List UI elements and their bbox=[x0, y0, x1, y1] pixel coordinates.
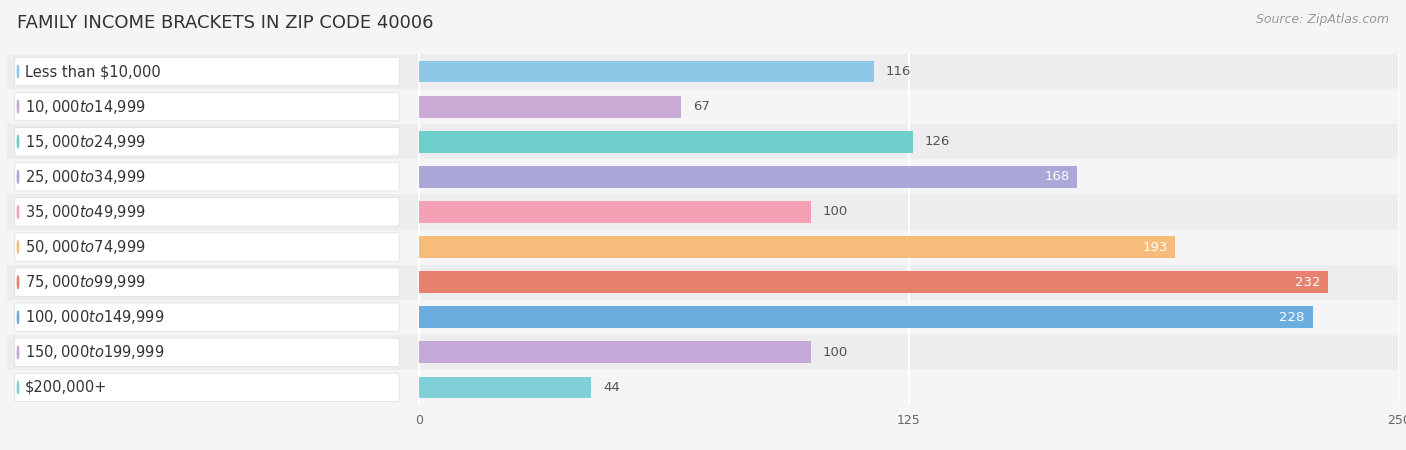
Text: Less than $10,000: Less than $10,000 bbox=[25, 64, 160, 79]
Circle shape bbox=[17, 135, 18, 148]
Text: $200,000+: $200,000+ bbox=[25, 380, 107, 395]
Bar bbox=[7, 300, 1399, 335]
Bar bbox=[419, 201, 811, 223]
Circle shape bbox=[17, 65, 18, 78]
Bar bbox=[7, 265, 1399, 300]
Bar bbox=[7, 159, 1399, 194]
Bar bbox=[419, 166, 1077, 188]
Bar bbox=[419, 96, 682, 117]
Circle shape bbox=[17, 346, 18, 359]
Bar bbox=[7, 370, 1399, 405]
Text: Source: ZipAtlas.com: Source: ZipAtlas.com bbox=[1256, 14, 1389, 27]
FancyBboxPatch shape bbox=[15, 198, 399, 226]
Circle shape bbox=[17, 171, 18, 183]
Bar bbox=[7, 230, 1399, 265]
FancyBboxPatch shape bbox=[15, 127, 399, 156]
Circle shape bbox=[17, 311, 18, 324]
Text: FAMILY INCOME BRACKETS IN ZIP CODE 40006: FAMILY INCOME BRACKETS IN ZIP CODE 40006 bbox=[17, 14, 433, 32]
Text: 126: 126 bbox=[925, 135, 950, 148]
Bar bbox=[419, 342, 811, 363]
Text: 100: 100 bbox=[823, 346, 848, 359]
Bar bbox=[7, 89, 1399, 124]
FancyBboxPatch shape bbox=[15, 92, 399, 121]
Text: $15,000 to $24,999: $15,000 to $24,999 bbox=[25, 133, 145, 151]
Text: 100: 100 bbox=[823, 206, 848, 218]
FancyBboxPatch shape bbox=[15, 233, 399, 261]
Bar bbox=[7, 335, 1399, 370]
Circle shape bbox=[17, 381, 18, 394]
Bar bbox=[419, 236, 1175, 258]
Text: $75,000 to $99,999: $75,000 to $99,999 bbox=[25, 273, 145, 291]
Text: 168: 168 bbox=[1045, 171, 1070, 183]
Bar bbox=[419, 377, 592, 398]
Circle shape bbox=[17, 241, 18, 253]
FancyBboxPatch shape bbox=[15, 57, 399, 86]
Bar bbox=[7, 194, 1399, 230]
Text: 67: 67 bbox=[693, 100, 710, 113]
Text: $35,000 to $49,999: $35,000 to $49,999 bbox=[25, 203, 145, 221]
FancyBboxPatch shape bbox=[15, 268, 399, 297]
Text: $25,000 to $34,999: $25,000 to $34,999 bbox=[25, 168, 145, 186]
Bar bbox=[419, 131, 912, 153]
FancyBboxPatch shape bbox=[15, 162, 399, 191]
Circle shape bbox=[17, 276, 18, 288]
Text: $10,000 to $14,999: $10,000 to $14,999 bbox=[25, 98, 145, 116]
Text: 44: 44 bbox=[603, 381, 620, 394]
Text: $100,000 to $149,999: $100,000 to $149,999 bbox=[25, 308, 165, 326]
Text: 193: 193 bbox=[1142, 241, 1167, 253]
FancyBboxPatch shape bbox=[15, 373, 399, 402]
Text: $50,000 to $74,999: $50,000 to $74,999 bbox=[25, 238, 145, 256]
Bar bbox=[7, 54, 1399, 89]
Bar bbox=[419, 306, 1313, 328]
FancyBboxPatch shape bbox=[15, 303, 399, 332]
Circle shape bbox=[17, 206, 18, 218]
Text: 116: 116 bbox=[886, 65, 911, 78]
Text: $150,000 to $199,999: $150,000 to $199,999 bbox=[25, 343, 165, 361]
Bar bbox=[419, 271, 1329, 293]
Bar bbox=[7, 124, 1399, 159]
Bar bbox=[419, 61, 873, 82]
Text: 232: 232 bbox=[1295, 276, 1320, 288]
FancyBboxPatch shape bbox=[15, 338, 399, 367]
Circle shape bbox=[17, 100, 18, 113]
Text: 228: 228 bbox=[1279, 311, 1305, 324]
